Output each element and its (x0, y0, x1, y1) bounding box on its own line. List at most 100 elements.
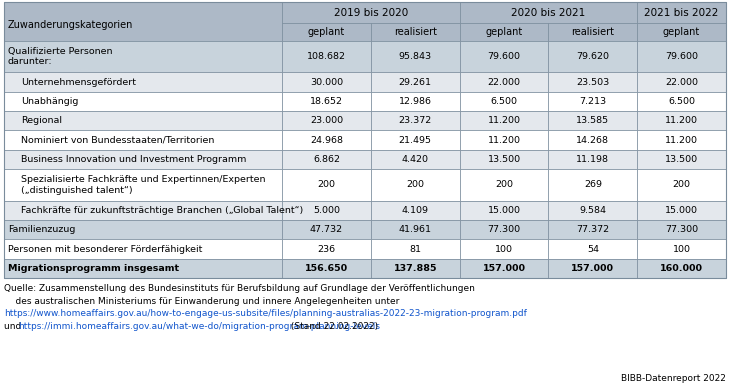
Bar (282, 92, 371, 111)
Text: Zuwanderungskategorien: Zuwanderungskategorien (8, 20, 134, 30)
Bar (282, 220, 371, 239)
Text: 23.503: 23.503 (576, 77, 610, 87)
Text: BIBB-Datenreport 2022: BIBB-Datenreport 2022 (621, 374, 726, 383)
Bar (548, 201, 637, 220)
Bar (371, 23, 460, 40)
Text: 11.200: 11.200 (488, 135, 520, 144)
Text: 160.000: 160.000 (660, 264, 703, 273)
Text: Nominiert von Bundesstaaten/Territorien: Nominiert von Bundesstaaten/Territorien (21, 135, 215, 144)
Text: 2019 bis 2020: 2019 bis 2020 (334, 8, 408, 18)
Bar (460, 72, 548, 92)
Text: Familienzuzug: Familienzuzug (8, 225, 75, 234)
Text: Personen mit besonderer Förderfähigkeit: Personen mit besonderer Förderfähigkeit (8, 245, 202, 254)
Text: 22.000: 22.000 (488, 77, 520, 87)
Text: und: und (4, 321, 24, 331)
Text: 200: 200 (406, 180, 424, 189)
Text: 200: 200 (672, 180, 691, 189)
Bar (4, 2, 282, 40)
Bar (637, 239, 726, 259)
Bar (282, 23, 371, 40)
Text: 11.198: 11.198 (576, 155, 610, 164)
Text: 13.585: 13.585 (576, 116, 610, 125)
Text: 13.500: 13.500 (665, 155, 698, 164)
Bar (282, 169, 371, 201)
Text: 95.843: 95.843 (399, 52, 431, 61)
Bar (460, 150, 548, 169)
Text: 21.495: 21.495 (399, 135, 431, 144)
Bar (282, 72, 371, 92)
Bar (637, 130, 726, 150)
Bar (548, 150, 637, 169)
Bar (4, 239, 282, 259)
Text: 77.300: 77.300 (488, 225, 520, 234)
Bar (637, 2, 726, 23)
Bar (548, 92, 637, 111)
Bar (4, 92, 282, 111)
Text: Qualifizierte Personen
darunter:: Qualifizierte Personen darunter: (8, 47, 112, 66)
Text: 100: 100 (495, 245, 513, 254)
Bar (371, 169, 460, 201)
Bar (637, 220, 726, 239)
Bar (548, 72, 637, 92)
Bar (548, 40, 637, 72)
Text: 11.200: 11.200 (488, 116, 520, 125)
Bar (371, 111, 460, 130)
Text: 18.652: 18.652 (310, 97, 343, 106)
Bar (548, 23, 637, 40)
Bar (282, 150, 371, 169)
Text: Business Innovation und Investment Programm: Business Innovation und Investment Progr… (21, 155, 247, 164)
Text: 156.650: 156.650 (305, 264, 348, 273)
Text: 41.961: 41.961 (399, 225, 431, 234)
Text: 108.682: 108.682 (307, 52, 346, 61)
Text: 100: 100 (672, 245, 691, 254)
Bar (460, 92, 548, 111)
Text: 24.968: 24.968 (310, 135, 343, 144)
Text: Unabhängig: Unabhängig (21, 97, 78, 106)
Bar (4, 111, 282, 130)
Text: 2020 bis 2021: 2020 bis 2021 (511, 8, 585, 18)
Text: 15.000: 15.000 (665, 206, 698, 215)
Text: 6.500: 6.500 (668, 97, 695, 106)
Bar (4, 150, 282, 169)
Text: 79.600: 79.600 (665, 52, 698, 61)
Text: realisiert: realisiert (572, 27, 615, 37)
Bar (548, 239, 637, 259)
Bar (637, 111, 726, 130)
Text: geplant: geplant (308, 27, 345, 37)
Text: 200: 200 (495, 180, 513, 189)
Bar (4, 201, 282, 220)
Text: des australischen Ministeriums für Einwanderung und innere Angelegenheiten unter: des australischen Ministeriums für Einwa… (4, 296, 399, 305)
Text: Regional: Regional (21, 116, 62, 125)
Text: 15.000: 15.000 (488, 206, 520, 215)
Text: 157.000: 157.000 (572, 264, 615, 273)
Bar (460, 169, 548, 201)
Bar (460, 239, 548, 259)
Text: 11.200: 11.200 (665, 135, 698, 144)
Text: 13.500: 13.500 (488, 155, 520, 164)
Bar (282, 259, 371, 278)
Bar (4, 220, 282, 239)
Bar (548, 220, 637, 239)
Text: 30.000: 30.000 (310, 77, 343, 87)
Bar (548, 111, 637, 130)
Text: 5.000: 5.000 (313, 206, 340, 215)
Bar (637, 201, 726, 220)
Bar (371, 239, 460, 259)
Text: 54: 54 (587, 245, 599, 254)
Text: Unternehmensgefördert: Unternehmensgefördert (21, 77, 136, 87)
Text: 200: 200 (318, 180, 335, 189)
Bar (637, 72, 726, 92)
Bar (371, 220, 460, 239)
Bar (460, 220, 548, 239)
Text: 11.200: 11.200 (665, 116, 698, 125)
Bar (4, 2, 726, 278)
Text: Spezialisierte Fachkräfte und Expertinnen/Experten
(„distinguished talent“): Spezialisierte Fachkräfte und Expertinne… (21, 175, 266, 194)
Bar (637, 92, 726, 111)
Text: 2021 bis 2022: 2021 bis 2022 (645, 8, 719, 18)
Bar (4, 169, 282, 201)
Bar (548, 259, 637, 278)
Bar (282, 2, 460, 23)
Bar (637, 169, 726, 201)
Bar (460, 111, 548, 130)
Bar (371, 259, 460, 278)
